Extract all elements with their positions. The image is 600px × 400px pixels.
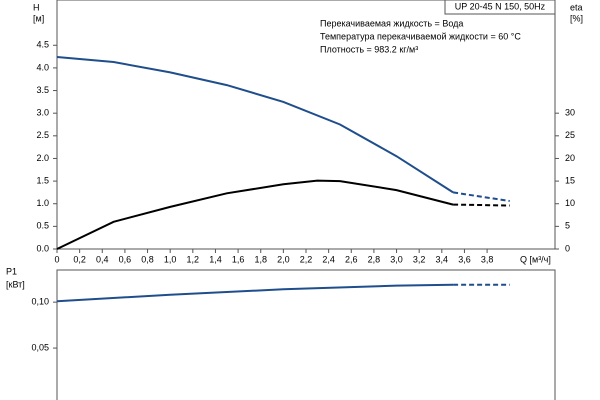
y2-tick-label: 30 <box>565 108 575 118</box>
x-tick-label: 1,6 <box>232 254 245 264</box>
y2-axis-label: eta <box>570 2 583 12</box>
x-tick-label: 3,2 <box>413 254 426 264</box>
y-tick-label: 3.5 <box>36 85 49 95</box>
y2-tick-label: 0 <box>565 243 570 253</box>
y-tick-label: 4.5 <box>36 40 49 50</box>
x-tick-label: 3,0 <box>390 254 403 264</box>
x-tick-label: 2,6 <box>345 254 358 264</box>
annotation: Плотность = 983.2 кг/м³ <box>320 44 418 54</box>
curve <box>453 203 510 207</box>
y2-tick-label: 15 <box>565 175 575 185</box>
y-tick-label: 1.5 <box>36 175 49 185</box>
y2-tick-label: 10 <box>565 198 575 208</box>
x-axis-label: Q [м³/ч] <box>520 254 551 264</box>
x-tick-label: 0 <box>54 254 59 264</box>
x-tick-label: 0,6 <box>119 254 132 264</box>
x-tick-label: 1,4 <box>209 254 222 264</box>
chart-title: UP 20-45 N 150, 50Hz <box>455 1 546 11</box>
y-tick-label: 0.5 <box>36 221 49 231</box>
x-tick-label: 0,4 <box>96 254 109 264</box>
y-tick-label: 2.5 <box>36 130 49 140</box>
x-tick-label: 2,0 <box>277 254 290 264</box>
y-tick-label: 0,05 <box>31 342 49 352</box>
x-tick-label: 3,8 <box>481 254 494 264</box>
y2-axis-unit: [%] <box>570 13 583 23</box>
y-tick-label: 1.0 <box>36 198 49 208</box>
y-tick-label: 4.0 <box>36 62 49 72</box>
y-tick-label: 3.0 <box>36 108 49 118</box>
x-tick-label: 2,2 <box>300 254 313 264</box>
title-box <box>444 0 556 15</box>
y2-tick-label: 5 <box>565 221 570 231</box>
y-tick-label: 2.0 <box>36 153 49 163</box>
y-axis-label: H <box>33 2 40 12</box>
curve <box>452 191 510 202</box>
curve <box>56 179 454 250</box>
x-tick-label: 1,2 <box>187 254 200 264</box>
y-axis-unit: [кВт] <box>6 279 25 289</box>
curve <box>56 56 454 194</box>
x-tick-label: 3,4 <box>436 254 449 264</box>
annotation: Температура перекачиваемой жидкости = 60… <box>320 31 521 41</box>
y-axis-unit: [м] <box>33 13 44 23</box>
x-tick-label: 1,8 <box>254 254 267 264</box>
y-axis-label: P1 <box>6 266 17 276</box>
y-tick-label: 0,10 <box>31 297 49 307</box>
y2-tick-label: 25 <box>565 130 575 140</box>
x-tick-label: 2,4 <box>322 254 335 264</box>
x-tick-label: 2,8 <box>368 254 381 264</box>
annotation: Перекачиваемая жидкость = Вода <box>320 18 463 28</box>
x-tick-label: 0,2 <box>73 254 86 264</box>
y-tick-label: 0.0 <box>36 243 49 253</box>
x-tick-label: 1,0 <box>164 254 177 264</box>
x-tick-label: 0,8 <box>141 254 154 264</box>
curve <box>56 283 454 303</box>
bottom-plot-frame <box>56 269 556 400</box>
x-tick-label: 3,6 <box>458 254 471 264</box>
y2-tick-label: 20 <box>565 153 575 163</box>
